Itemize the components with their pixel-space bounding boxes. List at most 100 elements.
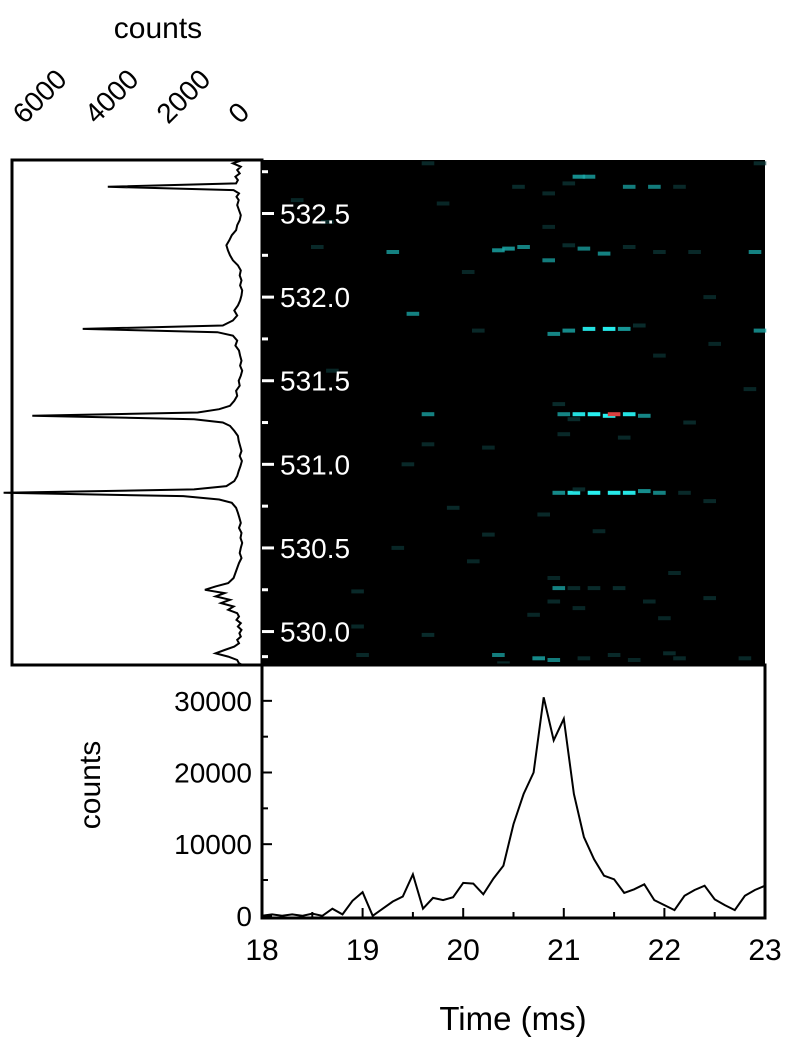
side-spectrum-panel: counts 6000 4000 2000 0 (3, 12, 264, 667)
heatmap-cell (552, 586, 566, 591)
heatmap-cell (653, 250, 666, 254)
heatmap-cell (622, 412, 636, 417)
time-profile-x-tick-label: 22 (648, 934, 681, 967)
heatmap-cell (482, 445, 495, 450)
heatmap-cell (627, 658, 641, 662)
heatmap-cell (497, 661, 510, 666)
heatmap-cell (592, 529, 606, 534)
heatmap-cell (567, 586, 581, 591)
heatmap-cell (567, 417, 581, 422)
heatmap-cell (532, 656, 545, 661)
heatmap-cell (708, 341, 721, 346)
heatmap-cell (321, 219, 334, 224)
heatmap-cell (572, 174, 586, 179)
heatmap-cell (577, 246, 591, 251)
heatmap-cell (502, 246, 515, 251)
time-profile-x-tick-label: 20 (447, 934, 480, 967)
heatmap-cell (617, 326, 631, 331)
heatmap-cell (356, 653, 369, 657)
heatmap-cell (290, 198, 304, 203)
heatmap-cell (617, 435, 631, 440)
heatmap-panel: 532.5 532.0 531.5 531.0 530.5 530.0 (262, 160, 767, 666)
heatmap-cell (663, 651, 676, 656)
heatmap-cell (542, 191, 555, 196)
heatmap-cell (421, 442, 435, 447)
heatmap-y-tick-label: 532.0 (280, 282, 350, 313)
heatmap-cell (547, 331, 561, 336)
heatmap-cell (597, 251, 611, 256)
side-spectrum-tick-label: 6000 (7, 63, 73, 129)
heatmap-cell (326, 368, 339, 373)
heatmap-cell (542, 224, 555, 229)
heatmap-cell (633, 323, 646, 328)
heatmap-cell (527, 612, 540, 617)
time-profile-panel: 0 10000 20000 30000 18 19 20 21 22 23 counts Tim… (74, 663, 782, 1037)
heatmap-cell (587, 412, 601, 417)
heatmap-cell (673, 184, 686, 189)
time-profile-y-tick-label: 20000 (174, 758, 252, 789)
heatmap-cell (703, 499, 716, 504)
heatmap-y-tick-labels: 532.5 532.0 531.5 531.0 530.5 530.0 (280, 199, 350, 648)
heatmap-cell (653, 490, 666, 495)
time-profile-x-ticks (261, 908, 766, 918)
heatmap-cell (467, 559, 480, 564)
heatmap-cell (552, 402, 566, 407)
time-profile-y-tick-label: 30000 (174, 686, 252, 717)
heatmap-cell (386, 250, 400, 254)
time-profile-xlabel: Time (ms) (439, 1000, 586, 1037)
time-profile-x-tick-labels: 18 19 20 21 22 23 (245, 934, 781, 967)
heatmap-cell (607, 412, 621, 417)
heatmap-cell (421, 632, 435, 637)
heatmap-cell (562, 181, 576, 186)
heatmap-cell (653, 353, 666, 358)
heatmap-cell (753, 161, 767, 166)
heatmap-cell (472, 328, 485, 333)
heatmap-cell (638, 489, 651, 494)
heatmap-cell (351, 589, 364, 594)
time-profile-x-tick-label: 21 (547, 934, 580, 967)
heatmap-cell (517, 245, 530, 249)
heatmap-cell (401, 462, 415, 467)
heatmap-cell (703, 295, 716, 300)
side-spectrum-tick-label: 4000 (79, 63, 145, 129)
heatmap-cells (290, 161, 767, 666)
heatmap-cell (643, 599, 656, 604)
heatmap-cell (572, 606, 586, 611)
heatmap-cell (421, 161, 435, 166)
heatmap-cell (738, 656, 752, 661)
side-spectrum-xlabel: counts (114, 12, 202, 45)
heatmap-cell (537, 512, 550, 517)
time-profile-x-tick-label: 18 (245, 934, 278, 967)
heatmap-cell (582, 174, 596, 179)
heatmap-cell (351, 624, 364, 629)
time-profile-y-tick-label: 0 (236, 901, 252, 932)
heatmap-cell (587, 586, 601, 591)
time-profile-y-tick-labels: 0 10000 20000 30000 (174, 686, 252, 932)
heatmap-cell (688, 250, 701, 254)
time-profile-y-ticks (262, 699, 272, 917)
heatmap-cell (542, 258, 555, 263)
heatmap-cell (638, 413, 651, 418)
side-spectrum-tick-label: 0 (222, 96, 255, 129)
heatmap-cell (607, 490, 621, 495)
heatmap-cell (582, 326, 596, 331)
heatmap-cell (607, 653, 621, 657)
heatmap-y-tick-label: 530.5 (280, 533, 350, 564)
heatmap-background (262, 160, 765, 665)
heatmap-cell (461, 270, 475, 274)
heatmap-cell (572, 412, 586, 417)
heatmap-cell (648, 184, 661, 189)
heatmap-cell (622, 184, 636, 189)
heatmap-cell (547, 576, 561, 580)
time-profile-frame (260, 663, 767, 920)
time-profile-x-tick-label: 19 (346, 934, 379, 967)
heatmap-cell (421, 412, 435, 417)
heatmap-y-ticks (262, 170, 274, 659)
heatmap-cell (703, 596, 716, 601)
heatmap-cell (673, 656, 686, 661)
side-spectrum-line (3, 159, 244, 666)
heatmap-cell (683, 420, 696, 425)
time-profile-x-tick-label: 23 (748, 934, 781, 967)
side-spectrum-tick-label: 2000 (150, 63, 216, 129)
heatmap-cell (391, 545, 405, 550)
